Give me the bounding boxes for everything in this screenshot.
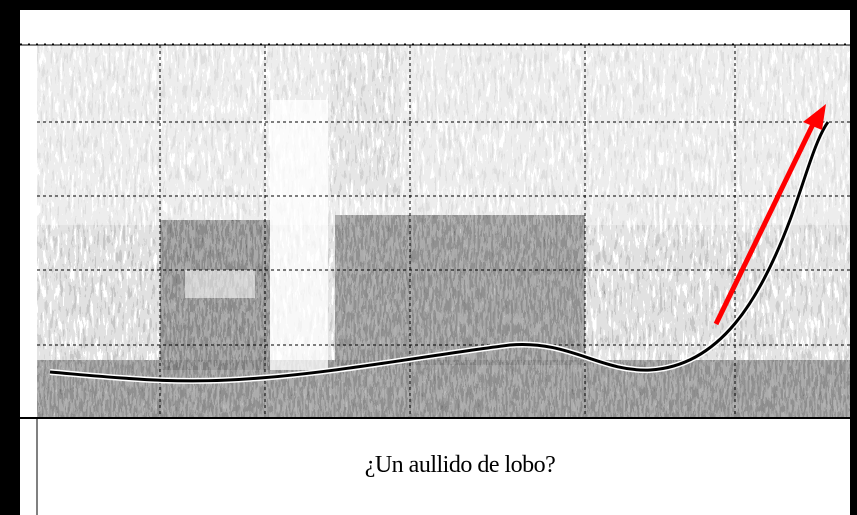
gap	[185, 270, 255, 298]
formant-block	[335, 215, 585, 365]
caption: ¿Un aullido de lobo?	[365, 452, 556, 478]
frame-right	[850, 0, 857, 515]
burst	[330, 45, 400, 195]
page: ¿Un aullido de lobo? (() => { const data…	[0, 0, 857, 515]
formant-block	[60, 230, 160, 360]
top-ruler	[20, 10, 850, 45]
ruler-bg	[20, 10, 850, 45]
spectrogram-figure: ¿Un aullido de lobo?	[0, 0, 857, 515]
gap	[270, 100, 328, 370]
formant-block	[585, 240, 765, 350]
fade	[37, 45, 850, 225]
low-band	[37, 360, 850, 417]
frame-left	[0, 0, 20, 515]
frame-top	[0, 0, 857, 10]
spectrogram	[37, 45, 850, 417]
